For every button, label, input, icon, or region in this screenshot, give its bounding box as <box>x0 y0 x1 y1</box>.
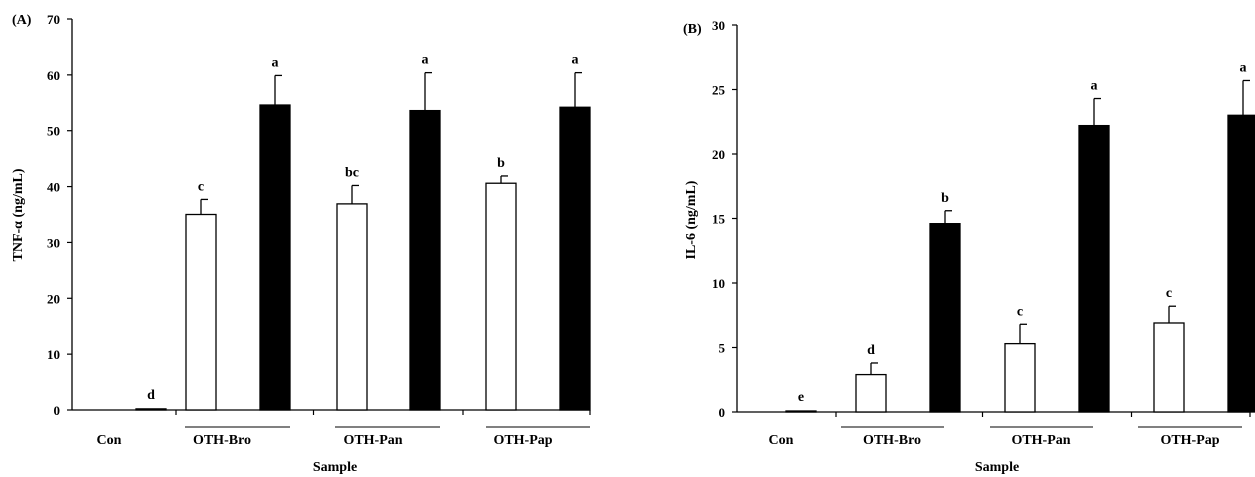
x-category-label: OTH-Pap <box>1160 433 1219 448</box>
significance-letter: a <box>1240 60 1247 75</box>
panel-label: (B) <box>683 22 702 37</box>
x-category-label: OTH-Pap <box>493 433 552 448</box>
significance-letter: c <box>198 179 204 194</box>
x-category-label: OTH-Bro <box>193 433 251 448</box>
bar-white-oth-bro <box>855 373 887 413</box>
y-tick-label: 30 <box>712 18 725 33</box>
significance-letter: c <box>1166 286 1172 301</box>
y-tick-label: 0 <box>54 403 61 418</box>
y-tick-label: 20 <box>47 291 60 306</box>
x-category-label: OTH-Pan <box>1011 433 1070 448</box>
significance-letter: c <box>1017 304 1023 319</box>
bar-white-con <box>135 408 167 411</box>
bar-white-oth-pap <box>1153 322 1185 413</box>
bar-black-oth-pan <box>1078 124 1110 413</box>
y-tick-label: 0 <box>719 405 726 420</box>
y-tick-label: 5 <box>719 341 726 356</box>
significance-letter: a <box>272 55 279 70</box>
bar-white-oth-bro <box>185 213 217 411</box>
y-tick-label: 70 <box>47 12 60 27</box>
y-tick-label: 25 <box>712 83 726 98</box>
y-tick-label: 15 <box>712 212 726 227</box>
x-category-label: Con <box>97 433 122 448</box>
y-axis-title: TNF-α (ng/mL) <box>11 168 26 261</box>
bar-black-oth-pan <box>409 109 441 411</box>
significance-letter: a <box>422 53 429 68</box>
bar-black-oth-pap <box>559 106 591 411</box>
x-axis-title: Sample <box>975 460 1019 475</box>
x-category-label: OTH-Pan <box>343 433 402 448</box>
significance-letter: a <box>572 53 579 68</box>
bar-white-oth-pap <box>485 182 517 411</box>
significance-letter: a <box>1091 79 1098 94</box>
bar-white-oth-pan <box>1004 342 1036 413</box>
significance-letter: d <box>867 343 875 358</box>
y-tick-label: 10 <box>47 347 60 362</box>
bar-black-oth-pap <box>1227 114 1255 413</box>
bar-black-oth-bro <box>259 104 291 411</box>
bar-black-oth-bro <box>929 223 961 413</box>
bar-white-con <box>785 410 817 413</box>
significance-letter: b <box>941 191 949 206</box>
y-axis-title: IL-6 (ng/mL) <box>684 180 699 259</box>
panel-label: (A) <box>12 13 32 28</box>
significance-letter: b <box>497 156 505 171</box>
x-category-label: OTH-Bro <box>863 433 921 448</box>
y-tick-label: 10 <box>712 276 725 291</box>
x-category-label: Con <box>769 433 794 448</box>
y-tick-label: 20 <box>712 147 725 162</box>
y-tick-label: 30 <box>47 235 60 250</box>
y-tick-label: 60 <box>47 68 60 83</box>
significance-letter: bc <box>345 165 359 180</box>
bar-white-oth-pan <box>336 203 368 411</box>
y-tick-label: 50 <box>47 124 60 139</box>
x-axis-title: Sample <box>313 460 357 475</box>
significance-letter: d <box>147 388 155 403</box>
significance-letter: e <box>798 390 804 405</box>
y-tick-label: 40 <box>47 180 60 195</box>
